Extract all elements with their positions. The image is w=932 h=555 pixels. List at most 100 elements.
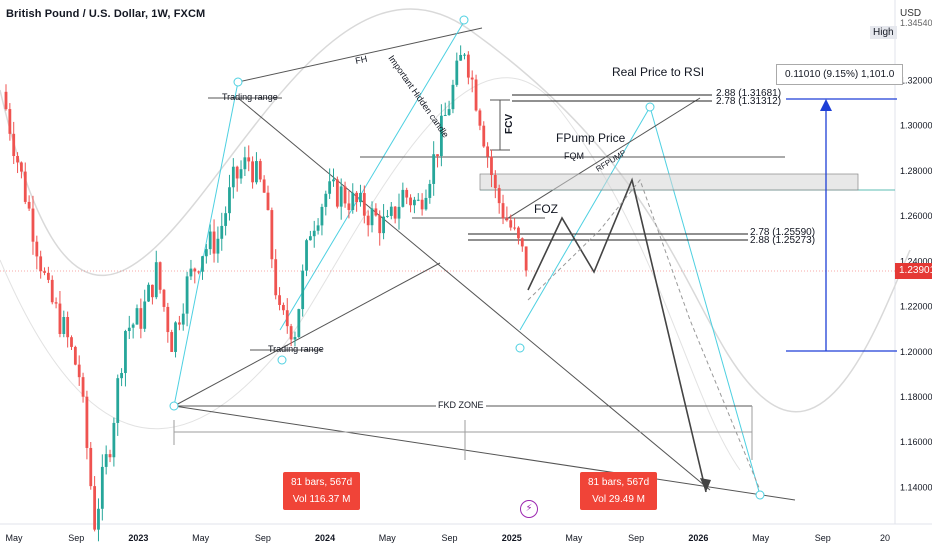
measure-readout: 0.11010 (9.15%) 1,101.0 — [776, 64, 904, 85]
candle-body — [235, 166, 239, 179]
candle-body — [208, 231, 212, 250]
price-scale[interactable] — [895, 0, 932, 524]
candle-body — [463, 54, 466, 56]
candle-body — [351, 192, 355, 210]
fh-trendline — [237, 27, 483, 83]
candle-body — [16, 156, 19, 163]
candle-body — [127, 327, 131, 332]
candle-body — [409, 197, 412, 206]
candle-body — [320, 206, 324, 226]
candle-body — [20, 162, 23, 172]
y-tick-label: 1.32000 — [900, 76, 932, 86]
candle-body — [366, 215, 370, 226]
lower-trendline — [173, 262, 441, 407]
fh-label: FH — [354, 54, 368, 66]
candle-body — [104, 454, 108, 467]
important-hidden-candle-label: Important Hidden candle — [386, 53, 450, 139]
pivot-marker[interactable] — [277, 355, 287, 365]
candle-body — [339, 186, 343, 207]
candle-body — [73, 346, 77, 365]
candle-body — [482, 125, 486, 147]
candle-body — [274, 259, 278, 296]
pivot-marker[interactable] — [169, 401, 179, 411]
trading-range-top-label: Trading range — [222, 92, 278, 102]
candle-body — [100, 466, 104, 509]
candle-body — [4, 91, 8, 110]
y-tick-label: 1.14000 — [900, 482, 932, 492]
x-tick-label: 20 — [880, 533, 890, 543]
candle-body — [154, 262, 158, 298]
candle-body — [143, 301, 147, 329]
candle-body — [517, 227, 520, 239]
x-axis: May Sep 2023 May Sep 2024 May Sep 2025 May Sep 2026… — [5, 533, 890, 543]
level-278-low-label: 2.78 (1.25590) — [750, 227, 816, 238]
candle-body — [501, 203, 505, 219]
candle-body — [58, 303, 62, 334]
x-tick-label: 2024 — [315, 533, 335, 543]
candle-body — [397, 206, 401, 219]
candle-body — [185, 276, 189, 314]
x-tick-label: 2025 — [502, 533, 522, 543]
x-tick-label: Sep — [441, 533, 457, 543]
x-tick-label: May — [565, 533, 583, 543]
pivot-marker[interactable] — [755, 490, 765, 500]
candle-body — [505, 218, 509, 221]
projection-dashed — [527, 178, 761, 491]
candle-body — [170, 332, 174, 352]
lightning-icon[interactable]: ⚡ — [520, 500, 538, 518]
bars-count: 81 bars, 567d — [588, 477, 650, 488]
y-tick-label: 1.22000 — [900, 302, 932, 312]
candle-body — [447, 109, 451, 116]
x-tick-label: Sep — [815, 533, 831, 543]
candle-body — [282, 304, 285, 311]
real-price-to-rsi-label: Real Price to RSI — [612, 65, 705, 79]
bars-stat-box-2: 81 bars, 567d Vol 29.49 M — [580, 472, 658, 510]
pivot-marker[interactable] — [645, 102, 655, 112]
candle-body — [220, 225, 224, 239]
candle-body — [97, 508, 100, 530]
candle-body — [216, 238, 220, 254]
candle-body — [347, 203, 351, 210]
candle-body — [266, 192, 270, 211]
currency-label[interactable]: USD — [900, 8, 922, 19]
level-288-low-label: 2.88 (1.25273) — [750, 235, 816, 246]
y-tick-label: 1.18000 — [900, 392, 932, 402]
candle-body — [151, 284, 154, 298]
y-tick-label: 1.16000 — [900, 437, 932, 447]
candle-body — [23, 171, 27, 202]
candle-body — [316, 225, 320, 231]
candle-body — [359, 193, 362, 203]
candle-body — [77, 364, 81, 378]
y-tick-label: 1.30000 — [900, 121, 932, 131]
projection-arrow — [700, 478, 711, 492]
fqm-label: FQM — [564, 151, 584, 161]
candle-body — [116, 378, 120, 423]
candle-body — [328, 181, 332, 194]
candle-body — [89, 447, 93, 487]
foz-label: FOZ — [534, 202, 558, 216]
candle-body — [62, 317, 66, 334]
pivot-marker[interactable] — [233, 77, 243, 87]
candle-body — [228, 187, 231, 214]
candle-body — [413, 199, 416, 206]
pivot-marker[interactable] — [515, 343, 525, 353]
candle-body — [258, 161, 262, 180]
candle-body — [120, 373, 123, 379]
candle-body — [374, 208, 378, 216]
candle-body — [285, 310, 289, 327]
volume: Vol 116.37 M — [292, 494, 351, 505]
rfpump-trend — [504, 97, 701, 221]
fall-line — [237, 97, 711, 491]
pivot-marker[interactable] — [459, 15, 469, 25]
candle-body — [509, 220, 513, 228]
cyan-line-2 — [279, 19, 466, 331]
cyan-line-1 — [173, 81, 239, 407]
candle-body — [255, 161, 258, 183]
x-tick-label: Sep — [68, 533, 84, 543]
candle-body — [439, 115, 443, 157]
candle-body — [27, 201, 31, 209]
candle-body — [70, 337, 73, 347]
candle-body — [12, 133, 16, 157]
